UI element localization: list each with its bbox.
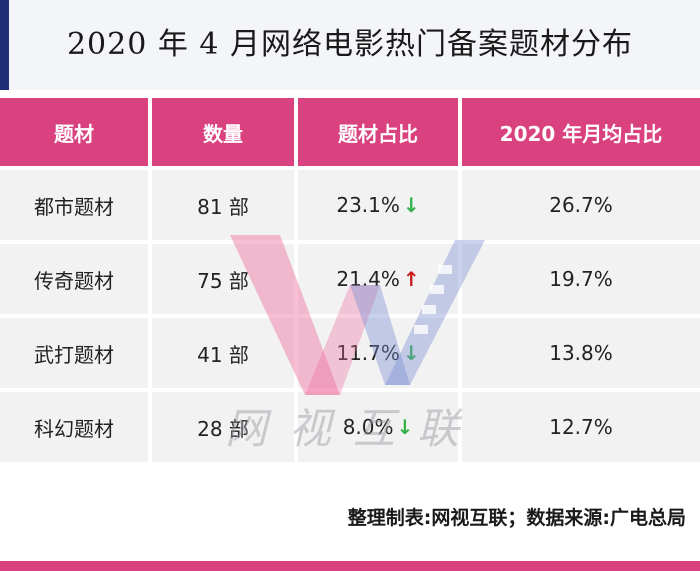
table-header-row: 题材 数量 题材占比 2020 年月均占比	[0, 98, 700, 166]
table-row: 都市题材 81 部 23.1% ↓ 26.7%	[0, 170, 700, 240]
arrow-down-icon: ↓	[402, 341, 420, 365]
source-note: 整理制表:网视互联；数据来源:广电总局	[347, 507, 686, 529]
share-value: 8.0%	[342, 415, 394, 439]
share-cell: 21.4% ↑	[298, 244, 458, 314]
count-cell: 41 部	[152, 318, 294, 388]
column-header-genre: 题材	[0, 98, 148, 166]
avg-cell: 12.7%	[462, 392, 700, 462]
share-value: 21.4%	[336, 267, 400, 291]
count-cell: 28 部	[152, 392, 294, 462]
genre-cell: 传奇题材	[0, 244, 148, 314]
table-row: 武打题材 41 部 11.7% ↓ 13.8%	[0, 318, 700, 388]
count-cell: 81 部	[152, 170, 294, 240]
genre-cell: 武打题材	[0, 318, 148, 388]
avg-cell: 26.7%	[462, 170, 700, 240]
share-cell: 11.7% ↓	[298, 318, 458, 388]
arrow-down-icon: ↓	[396, 415, 414, 439]
table-row: 科幻题材 28 部 8.0% ↓ 12.7%	[0, 392, 700, 462]
share-value: 11.7%	[336, 341, 400, 365]
arrow-up-icon: ↑	[402, 267, 420, 291]
column-header-share: 题材占比	[298, 98, 458, 166]
column-header-avg: 2020 年月均占比	[462, 98, 700, 166]
share-cell: 8.0% ↓	[298, 392, 458, 462]
share-cell: 23.1% ↓	[298, 170, 458, 240]
bottom-strip	[0, 561, 700, 571]
genre-cell: 都市题材	[0, 170, 148, 240]
genre-cell: 科幻题材	[0, 392, 148, 462]
page-title: 2020 年 4 月网络电影热门备案题材分布	[66, 27, 634, 62]
title-bar	[0, 0, 700, 90]
column-header-count: 数量	[152, 98, 294, 166]
count-cell: 75 部	[152, 244, 294, 314]
arrow-down-icon: ↓	[402, 193, 420, 217]
avg-cell: 13.8%	[462, 318, 700, 388]
table-row: 传奇题材 75 部 21.4% ↑ 19.7%	[0, 244, 700, 314]
share-value: 23.1%	[336, 193, 400, 217]
avg-cell: 19.7%	[462, 244, 700, 314]
